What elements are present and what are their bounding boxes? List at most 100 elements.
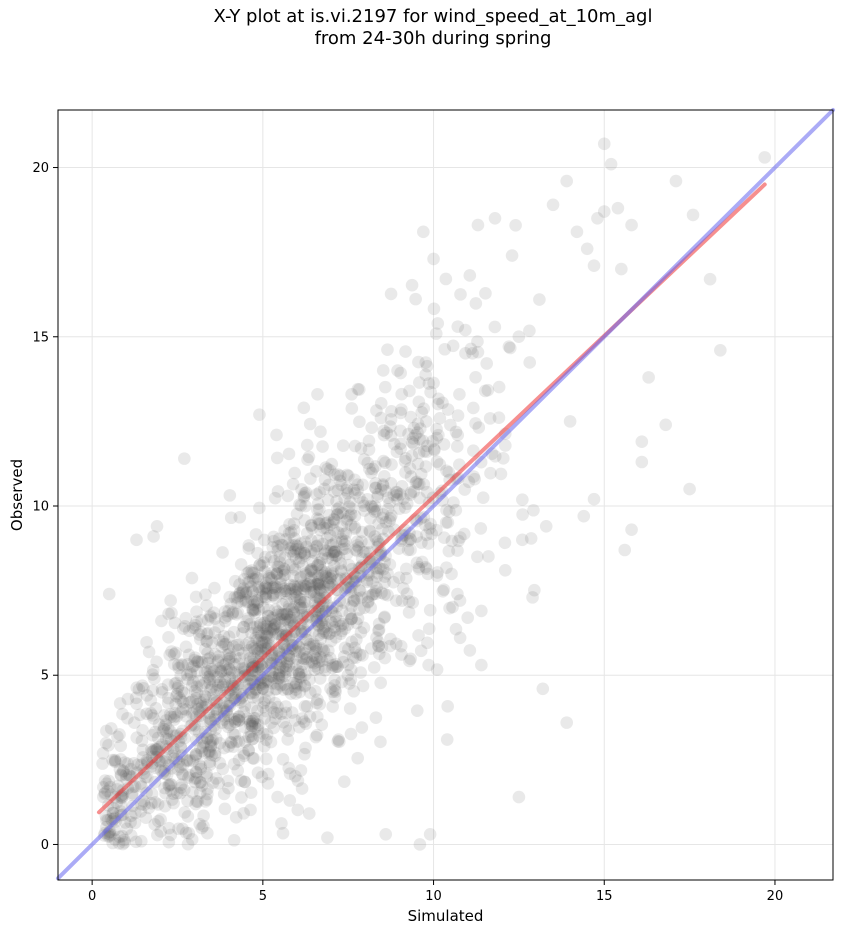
scatter-point	[289, 676, 303, 689]
scatter-point	[161, 722, 175, 736]
scatter-point	[106, 806, 120, 820]
scatter-point	[374, 411, 388, 425]
scatter-point	[288, 563, 302, 576]
scatter-point	[247, 572, 260, 586]
scatter-point	[242, 730, 255, 744]
scatter-point	[96, 790, 110, 804]
scatter-point	[229, 650, 242, 664]
scatter-point	[286, 560, 300, 574]
scatter-point	[217, 630, 231, 643]
scatter-point	[260, 619, 273, 633]
scatter-point	[283, 794, 297, 807]
scatter-point	[184, 666, 197, 679]
scatter-point	[233, 578, 246, 591]
scatter-point	[300, 700, 314, 713]
grid-lines	[58, 110, 833, 880]
scatter-point	[147, 744, 160, 758]
scatter-point	[413, 491, 426, 505]
scatter-point	[264, 701, 278, 714]
scatter-point	[194, 760, 208, 774]
scatter-point	[245, 717, 259, 731]
scatter-point	[381, 588, 394, 602]
scatter-point	[253, 616, 267, 630]
scatter-point	[257, 533, 271, 547]
scatter-point	[422, 377, 436, 390]
scatter-point	[303, 417, 317, 431]
scatter-point	[227, 727, 240, 741]
scatter-point	[351, 483, 364, 497]
scatter-point	[257, 556, 271, 569]
scatter-point	[443, 601, 456, 615]
scatter-point	[299, 579, 312, 593]
scatter-point	[505, 249, 519, 262]
scatter-point	[260, 752, 273, 766]
scatter-point	[252, 625, 266, 638]
scatter-point	[287, 605, 301, 619]
scatter-point	[378, 470, 391, 483]
scatter-point	[108, 755, 122, 769]
scatter-point	[307, 656, 321, 670]
scatter-point	[204, 740, 218, 753]
scatter-point	[353, 584, 367, 598]
scatter-point	[206, 776, 220, 789]
scatter-point	[471, 550, 484, 564]
scatter-point	[361, 595, 375, 609]
scatter-point	[358, 504, 371, 517]
scatter-point	[272, 671, 285, 685]
scatter-point	[266, 670, 279, 683]
scatter-point	[190, 615, 203, 628]
scatter-point	[454, 288, 467, 301]
scatter-point	[354, 626, 368, 639]
scatter-point	[176, 622, 190, 635]
scatter-point	[322, 478, 336, 492]
scatter-point	[346, 651, 360, 665]
scatter-point	[265, 645, 279, 659]
scatter-point	[304, 571, 318, 585]
scatter-point	[224, 597, 238, 611]
scatter-point	[299, 717, 313, 730]
scatter-point	[401, 543, 415, 557]
scatter-point	[295, 483, 308, 496]
scatter-point	[270, 682, 283, 696]
scatter-point	[225, 666, 239, 680]
scatter-point	[316, 440, 329, 453]
scatter-point	[200, 767, 213, 780]
scatter-point	[310, 696, 323, 710]
scatter-point	[758, 151, 772, 164]
scatter-point	[241, 566, 254, 580]
scatter-point	[185, 571, 199, 585]
scatter-point	[503, 341, 517, 355]
scatter-point	[330, 508, 344, 522]
scatter-point	[328, 468, 341, 481]
scatter-point	[140, 635, 153, 649]
scatter-point	[162, 821, 176, 835]
scatter-point	[344, 612, 358, 626]
scatter-point	[181, 837, 195, 851]
scatter-point	[313, 672, 327, 685]
scatter-point	[247, 604, 261, 617]
scatter-point	[323, 529, 337, 542]
scatter-point	[377, 424, 391, 438]
scatter-point	[415, 555, 429, 569]
scatter-point	[256, 700, 270, 714]
scatter-point	[161, 678, 175, 691]
scatter-point	[111, 730, 124, 744]
scatter-point	[189, 797, 202, 811]
scatter-point	[183, 624, 196, 638]
scatter-point	[130, 681, 144, 694]
scatter-point	[404, 543, 417, 557]
scatter-point	[212, 633, 226, 647]
scatter-point	[313, 556, 326, 569]
scatter-point	[308, 660, 322, 673]
scatter-point	[159, 714, 173, 727]
scatter-point	[176, 768, 190, 782]
scatter-point	[146, 709, 159, 722]
scatter-point	[482, 550, 495, 563]
scatter-point	[299, 567, 313, 580]
scatter-point	[258, 712, 272, 725]
scatter-point	[273, 556, 287, 569]
scatter-point	[273, 666, 287, 679]
scatter-point	[404, 652, 417, 666]
scatter-point	[155, 614, 168, 628]
scatter-point	[348, 641, 362, 655]
